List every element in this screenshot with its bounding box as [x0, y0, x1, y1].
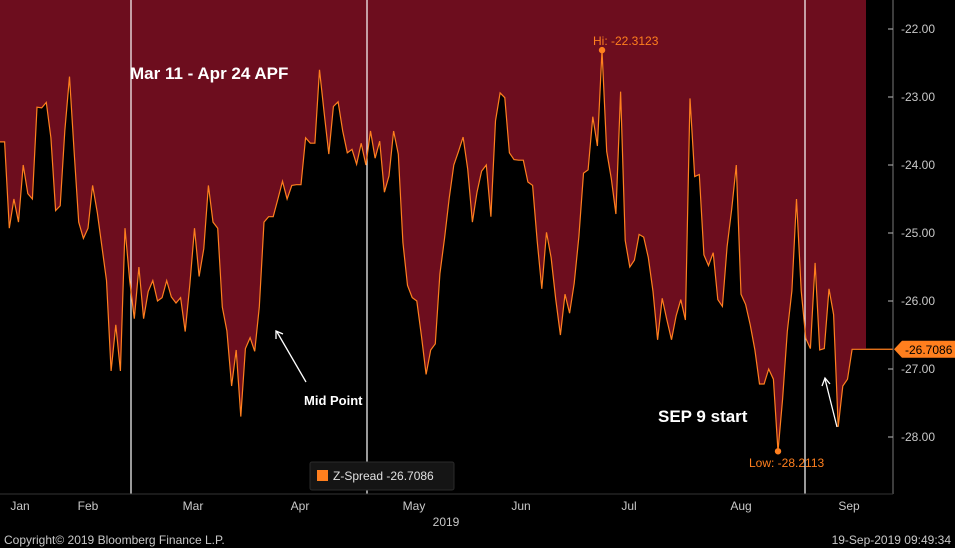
- timestamp-text: 19-Sep-2019 09:49:34: [832, 533, 952, 547]
- low-label: Low: -28.2113: [749, 456, 824, 470]
- x-axis-year-label: 2019: [433, 515, 460, 529]
- y-axis: -22.00 -23.00 -24.00 -25.00 -26.00 -27.00 -28.…: [888, 0, 935, 494]
- legend-label: Z-Spread -26.7086: [333, 469, 434, 483]
- last-value-tag: -26.7086: [894, 340, 955, 358]
- y-tick-label: -24.00: [901, 158, 935, 172]
- legend-box: [309, 461, 455, 491]
- x-axis: Jan Feb Mar Apr May Jun Jul Aug Sep 2019: [0, 493, 893, 529]
- last-value-label: -26.7086: [905, 343, 953, 357]
- x-tick-label: Aug: [730, 499, 751, 513]
- mid-point-arrow: [275, 330, 307, 383]
- x-tick-label: Mar: [183, 499, 204, 513]
- x-tick-label: May: [403, 499, 426, 513]
- y-tick-label: -22.00: [901, 22, 935, 36]
- high-label: Hi: -22.3123: [593, 34, 659, 48]
- sep-start-arrow: [821, 376, 838, 428]
- legend-swatch: [317, 470, 328, 481]
- y-tick-label: -23.00: [901, 90, 935, 104]
- copyright-text: Copyright© 2019 Bloomberg Finance L.P.: [4, 533, 225, 547]
- annotation-apf-window: Mar 11 - Apr 24 APF: [130, 64, 288, 83]
- y-tick-label: -26.00: [901, 294, 935, 308]
- area-fill-above: [0, 0, 866, 452]
- x-tick-label: Sep: [838, 499, 860, 513]
- last-value-tag-shape: [894, 340, 955, 358]
- legend: Z-Spread -26.7086: [309, 461, 455, 491]
- y-tick-label: -25.00: [901, 226, 935, 240]
- x-tick-label: Feb: [78, 499, 99, 513]
- x-tick-label: Apr: [291, 499, 310, 513]
- high-marker: [598, 46, 606, 54]
- plot-area: [0, 0, 893, 494]
- x-tick-label: Jun: [511, 499, 530, 513]
- x-tick-label: Jul: [621, 499, 636, 513]
- y-tick-label: -27.00: [901, 362, 935, 376]
- x-tick-label: Jan: [10, 499, 29, 513]
- annotation-sep-start: SEP 9 start: [658, 407, 748, 426]
- low-marker: [774, 448, 782, 455]
- annotation-mid-point: Mid Point: [304, 393, 363, 408]
- series-line: [0, 50, 866, 452]
- y-tick-label: -28.00: [901, 430, 935, 444]
